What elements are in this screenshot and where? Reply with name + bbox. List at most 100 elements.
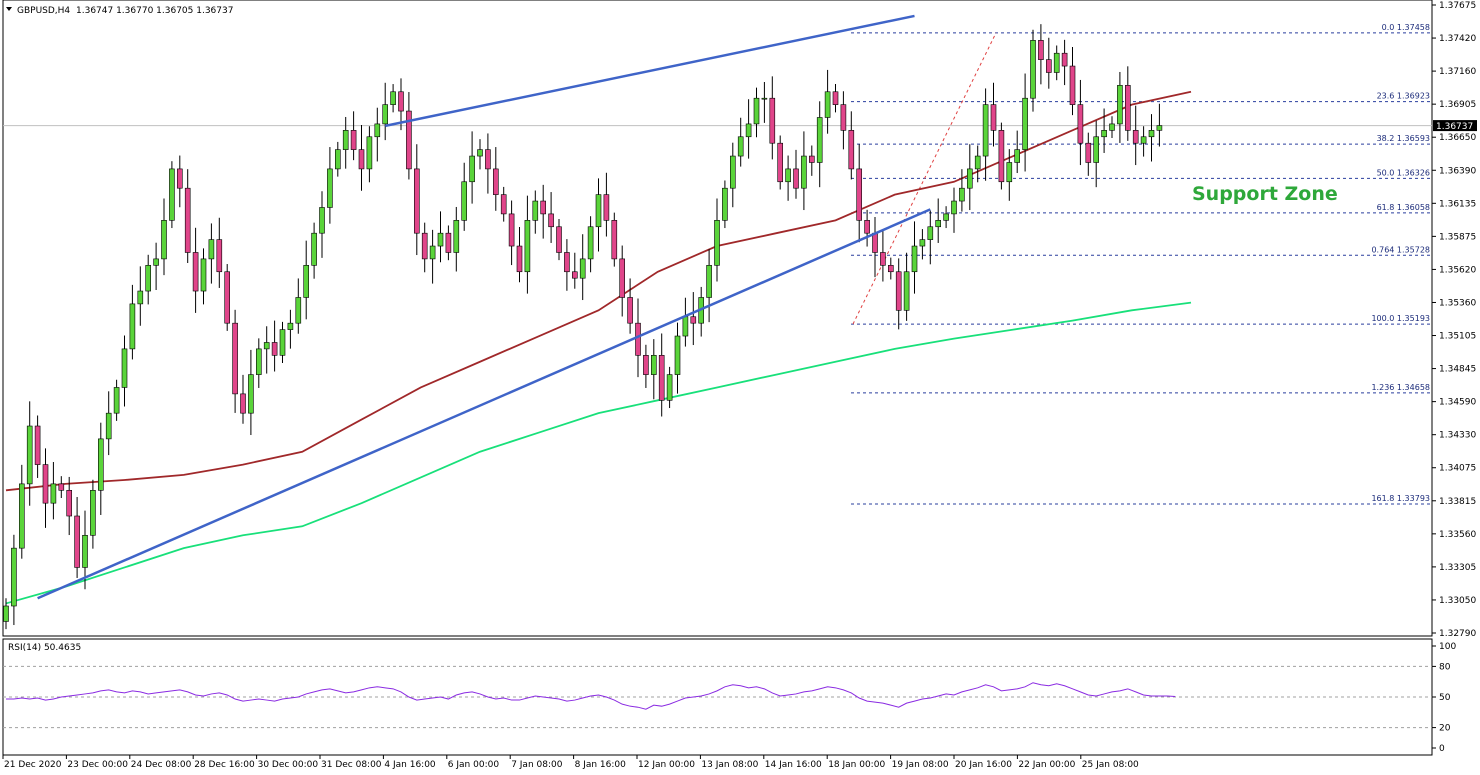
fib-anchor-line <box>852 32 997 325</box>
price-tick-label: 1.34075 <box>1439 464 1476 474</box>
time-tick-label: 4 Jan 16:00 <box>384 760 436 770</box>
candle <box>366 126 373 183</box>
candle <box>840 91 847 150</box>
candle <box>1085 132 1092 176</box>
candle-body-bullish <box>334 149 341 170</box>
fib-level-label: 1.236 1.34658 <box>1371 383 1430 392</box>
candle <box>959 169 965 212</box>
fib-level-label: 61.8 1.36058 <box>1377 203 1430 212</box>
candle <box>595 178 602 252</box>
price-tick-label: 1.36650 <box>1439 133 1476 143</box>
candle-body-bullish <box>169 168 175 221</box>
candle-body-bearish <box>872 232 878 253</box>
time-tick-label: 25 Jan 08:00 <box>1082 760 1139 770</box>
candle <box>832 84 839 113</box>
candle <box>1061 39 1068 86</box>
candle-body-bearish <box>216 239 223 273</box>
candle <box>406 92 412 180</box>
candle-body-bullish <box>263 342 270 350</box>
candle <box>1006 149 1013 201</box>
candle-body-bullish <box>208 239 215 260</box>
candle <box>358 124 365 191</box>
rsi-tick-label: 50 <box>1439 693 1451 703</box>
fib-level-label: 23.6 1.36923 <box>1377 92 1430 101</box>
candle <box>761 82 768 123</box>
candle-body-bullish <box>255 348 262 375</box>
candle-body-bullish <box>903 271 910 311</box>
main-pane <box>2 0 1433 637</box>
candle-body-bearish <box>42 464 49 504</box>
candle-body-bearish <box>540 200 547 215</box>
candle-body-bullish <box>729 155 736 189</box>
candle-body-bullish <box>26 425 33 485</box>
candle <box>1101 108 1107 153</box>
time-tick-label: 6 Jan 00:00 <box>448 760 500 770</box>
candle <box>169 161 175 229</box>
candle <box>58 476 65 499</box>
candle-body-bearish <box>793 168 799 189</box>
candle-body-bullish <box>18 483 25 549</box>
candle <box>690 292 697 346</box>
candle-body-bearish <box>1132 130 1139 144</box>
time-tick-label: 22 Jan 00:00 <box>1018 760 1075 770</box>
candle <box>722 180 728 229</box>
candle-body-bullish <box>1117 85 1123 125</box>
time-tick-label: 20 Jan 16:00 <box>955 760 1012 770</box>
candle <box>429 229 436 284</box>
candle-body-bullish <box>342 130 349 150</box>
candle-body-bullish <box>595 194 602 228</box>
candle-body-bullish <box>706 265 712 298</box>
candle-body-bullish <box>453 220 460 253</box>
candle-body-bullish <box>816 117 823 163</box>
candle <box>785 155 791 201</box>
candle-body-bullish <box>1156 125 1163 131</box>
time-tick-label: 7 Jan 08:00 <box>511 760 563 770</box>
candle-body-bullish <box>532 200 539 221</box>
candle-body-bullish <box>722 187 728 221</box>
candle-body-bearish <box>635 322 641 356</box>
rsi-tick-label: 0 <box>1439 744 1445 754</box>
candle <box>1148 114 1155 162</box>
candle-body-bullish <box>303 265 310 298</box>
candle <box>880 230 886 282</box>
candle <box>82 510 88 590</box>
candle-body-bullish <box>429 245 436 260</box>
candle <box>927 210 934 265</box>
candle <box>1046 37 1052 89</box>
candle <box>919 229 926 260</box>
time-axis: 21 Dec 2020 23 Dec 00:00 24 Dec 08:00 28 De… <box>2 755 1139 770</box>
price-tick-label: 1.33050 <box>1439 596 1476 606</box>
candle <box>461 162 468 231</box>
candle-body-bullish <box>1030 40 1036 99</box>
time-tick-label: 21 Dec 2020 <box>4 760 62 770</box>
candle-body-bullish <box>382 104 389 125</box>
candle <box>1038 24 1044 85</box>
candle <box>26 401 33 506</box>
candle <box>540 184 547 239</box>
candle <box>295 278 302 334</box>
price-tick-label: 1.35620 <box>1439 265 1476 275</box>
candle-body-bullish <box>295 297 302 324</box>
candle <box>895 258 902 330</box>
candle-body-bullish <box>1006 162 1013 183</box>
candle-body-bullish <box>801 155 807 189</box>
candle-body-bullish <box>121 348 128 388</box>
candle-body-bullish <box>374 123 381 138</box>
fib-level-label: 0.0 1.37458 <box>1382 23 1430 32</box>
candle-body-bullish <box>129 303 136 350</box>
candle <box>1109 116 1115 139</box>
candle <box>453 206 460 272</box>
candle <box>421 222 428 273</box>
time-tick-label: 14 Jan 16:00 <box>765 760 822 770</box>
rsi-indicator: 100 80 50 20 0 <box>3 642 1456 754</box>
fibonacci-levels: 0.0 1.37458 23.6 1.36923 38.2 1.36593 50.0 … <box>851 23 1432 505</box>
symbol-menu-arrow-icon[interactable] <box>6 7 12 11</box>
price-tick-label: 1.34330 <box>1439 431 1476 441</box>
candle-body-bullish <box>682 316 689 337</box>
price-tick-label: 1.36135 <box>1439 199 1476 209</box>
candle-body-bearish <box>1061 52 1068 67</box>
candle <box>524 195 531 294</box>
candle-body-bearish <box>224 271 230 324</box>
candle <box>90 479 96 549</box>
